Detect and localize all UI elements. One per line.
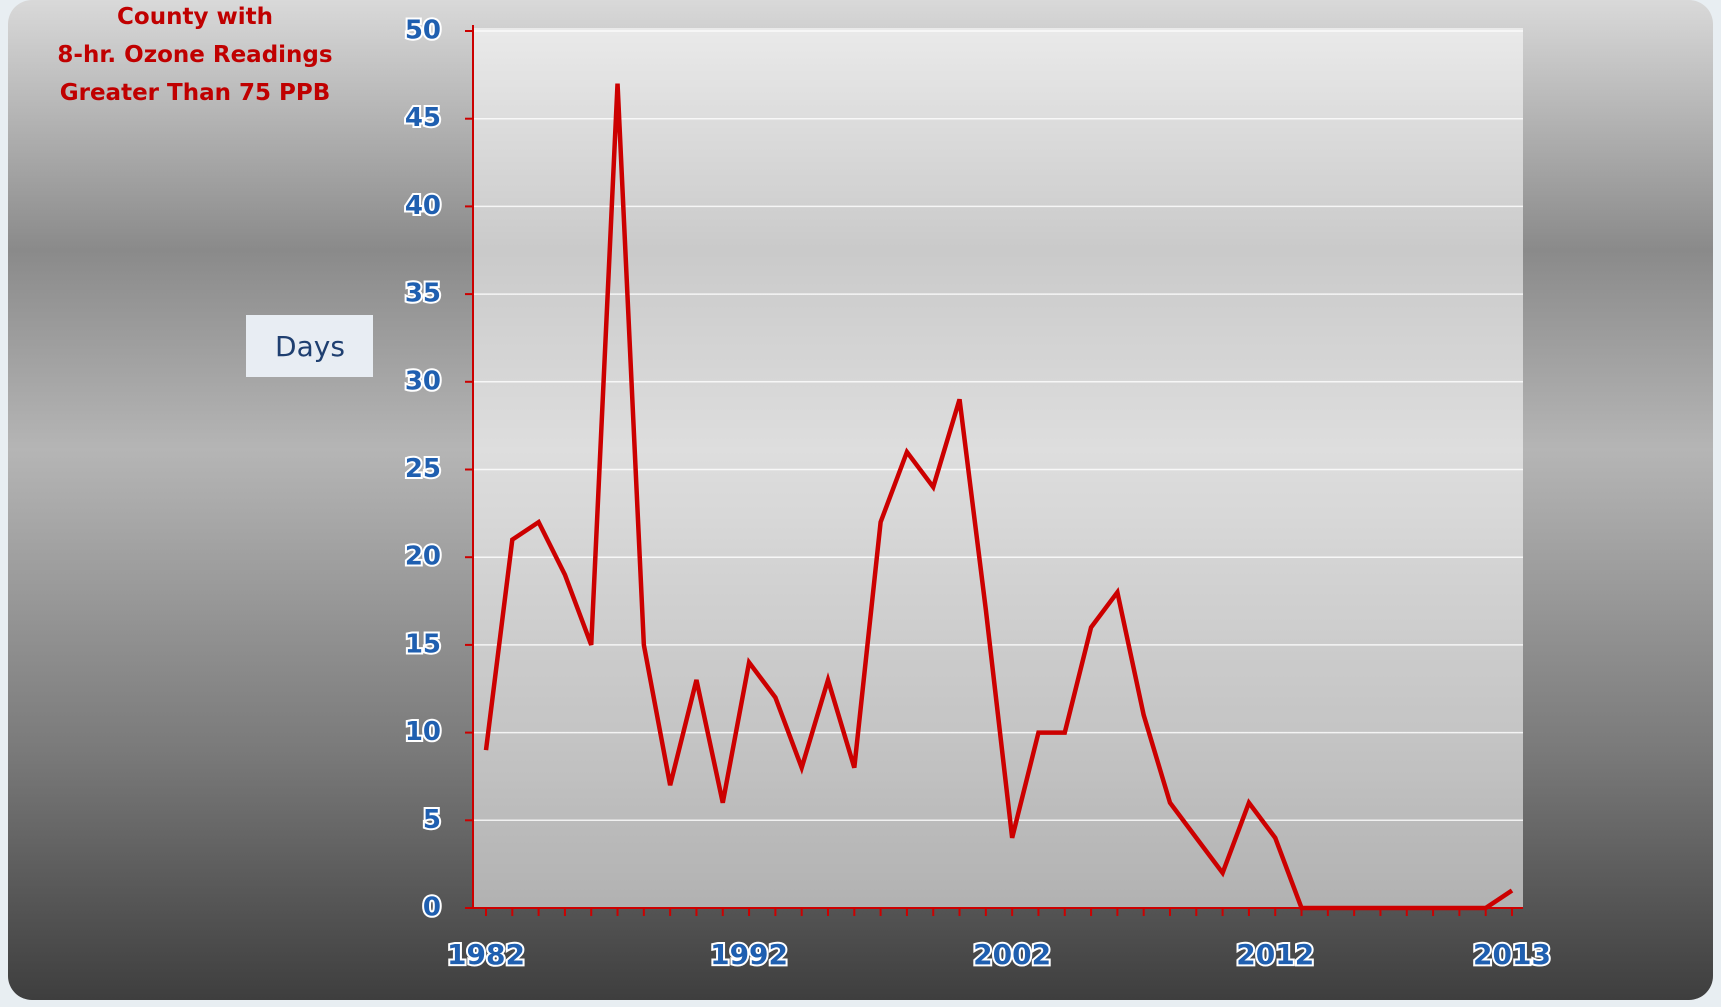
x-tick-label: 1982 <box>447 938 525 971</box>
y-tick-label: 45 <box>405 103 441 133</box>
y-tick-label: 30 <box>405 366 441 396</box>
x-tick-label: 2002 <box>973 938 1051 971</box>
y-tick-label: 35 <box>405 279 441 309</box>
y-tick-label: 15 <box>405 629 441 659</box>
chart-title: 8-hr. Ozone Readings <box>57 42 332 68</box>
x-tick-label: 2013 <box>1473 938 1551 971</box>
y-tick-label: 25 <box>405 454 441 484</box>
y-tick-label: 5 <box>423 805 441 835</box>
plot-area <box>473 28 1523 908</box>
y-tick-label: 0 <box>423 893 441 923</box>
y-tick-label: 50 <box>405 16 441 46</box>
y-tick-label: 10 <box>405 717 441 747</box>
chart-title: County with <box>117 4 273 30</box>
chart: County with 8-hr. Ozone Readings Greater T… <box>0 0 1721 1007</box>
x-tick-label: 2012 <box>1236 938 1314 971</box>
y-tick-label: 20 <box>405 542 441 572</box>
y-axis-label: Days <box>275 330 345 363</box>
x-tick-label: 1992 <box>710 938 788 971</box>
y-tick-label: 40 <box>405 191 441 221</box>
chart-title: Greater Than 75 PPB <box>60 80 331 106</box>
